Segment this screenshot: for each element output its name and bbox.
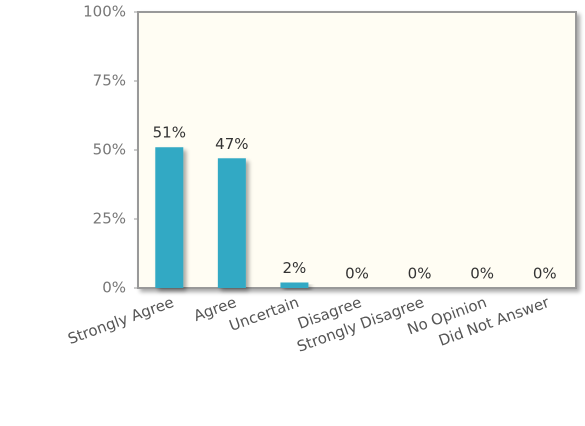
value-label: 0%: [533, 265, 557, 283]
bar: [280, 282, 309, 288]
y-tick-label: 25%: [93, 210, 126, 228]
y-tick-label: 0%: [102, 279, 126, 297]
bar: [155, 147, 184, 288]
x-tick-label: Strongly Agree: [65, 293, 176, 348]
value-label: 0%: [408, 265, 432, 283]
value-label: 2%: [283, 259, 307, 277]
bar: [217, 158, 246, 288]
value-label: 0%: [470, 265, 494, 283]
x-tick-label: Uncertain: [227, 293, 302, 335]
plot-area: [137, 11, 577, 289]
y-tick-label: 75%: [93, 72, 126, 90]
value-label: 47%: [215, 135, 248, 153]
value-label: 0%: [345, 265, 369, 283]
y-tick-label: 50%: [93, 141, 126, 159]
y-tick-label: 100%: [83, 3, 126, 21]
value-label: 51%: [153, 124, 186, 142]
